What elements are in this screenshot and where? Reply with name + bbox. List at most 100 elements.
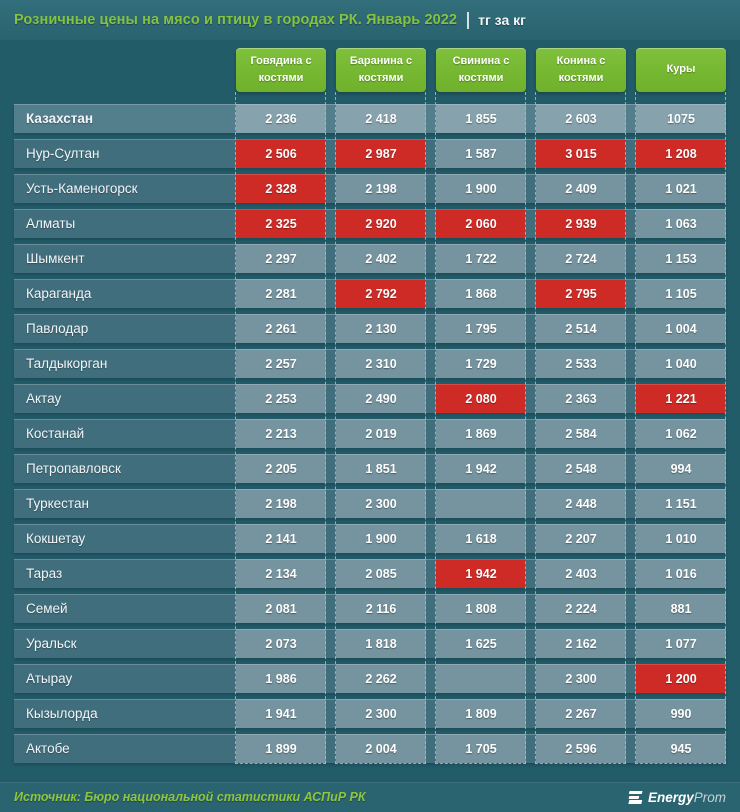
price-cell: 1 618 [436, 524, 526, 553]
price-cell: 2 257 [236, 349, 326, 378]
price-cell: 2 403 [536, 559, 626, 588]
price-cell-highlighted: 2 506 [236, 139, 326, 168]
price-cell: 1 077 [636, 629, 726, 658]
price-cell: 1 021 [636, 174, 726, 203]
price-cell: 2 448 [536, 489, 626, 518]
price-cell-highlighted: 2 939 [536, 209, 626, 238]
city-name-cell: Павлодар [26, 321, 89, 336]
table-row-16: Атырау 1 986 2 262 2 300 1 200 [14, 664, 726, 693]
column-dashed-border [425, 92, 426, 764]
source-text: Источник: Бюро национальной статистики А… [14, 790, 366, 804]
table-row-12: Кокшетау 2 141 1 900 1 618 2 207 1 010 [14, 524, 726, 553]
table-row-17: Кызылорда 1 941 2 300 1 809 2 267 990 [14, 699, 726, 728]
price-table: Говядина с костями Баранина с костями Свин… [14, 48, 726, 766]
column-bottom-dashed-border [335, 763, 426, 764]
table-row-1: Нур-Султан 2 506 2 987 1 587 3 015 1 208 [14, 139, 726, 168]
price-cell: 1 851 [336, 454, 426, 483]
table-row-2: Усть-Каменогорск 2 328 2 198 1 900 2 409 1 02… [14, 174, 726, 203]
price-cell: 2 253 [236, 384, 326, 413]
city-name-cell: Усть-Каменогорск [26, 181, 138, 196]
price-cell: 2 584 [536, 419, 626, 448]
price-cell: 1 063 [636, 209, 726, 238]
price-cell: 2 019 [336, 419, 426, 448]
price-cell: 2 130 [336, 314, 426, 343]
price-cell: 1 900 [336, 524, 426, 553]
footer-bar: Источник: Бюро национальной статистики А… [0, 782, 740, 812]
price-cell: 1 105 [636, 279, 726, 308]
price-cell: 2 073 [236, 629, 326, 658]
price-cell: 2 236 [236, 104, 326, 133]
price-cell-highlighted: 2 328 [236, 174, 326, 203]
price-cell: 881 [636, 594, 726, 623]
column-header-3: Конина с костями [536, 48, 626, 92]
title-unit-label: тг за кг [478, 12, 526, 28]
city-name-cell: Тараз [26, 566, 63, 581]
price-cell [436, 489, 526, 518]
column-bottom-dashed-border [535, 763, 626, 764]
column-dashed-border [325, 92, 326, 764]
column-bottom-dashed-border [235, 763, 326, 764]
price-cell: 1 722 [436, 244, 526, 273]
price-cell-highlighted: 2 792 [336, 279, 426, 308]
city-name-cell: Нур-Султан [26, 146, 100, 161]
price-cell: 1 151 [636, 489, 726, 518]
price-cell: 1 625 [436, 629, 526, 658]
table-row-8: Актау 2 253 2 490 2 080 2 363 1 221 [14, 384, 726, 413]
price-cell: 1 795 [436, 314, 526, 343]
column-bottom-dashed-border [635, 763, 726, 764]
price-cell: 2 116 [336, 594, 426, 623]
price-cell-highlighted: 2 795 [536, 279, 626, 308]
price-cell: 2 262 [336, 664, 426, 693]
city-name-cell: Актау [26, 391, 62, 406]
city-name-cell: Кызылорда [26, 706, 98, 721]
column-dashed-border [435, 92, 436, 764]
table-row-13: Тараз 2 134 2 085 1 942 2 403 1 016 [14, 559, 726, 588]
city-name-cell: Шымкент [26, 251, 85, 266]
price-cell: 1 153 [636, 244, 726, 273]
column-bottom-dashed-border [435, 763, 526, 764]
price-cell: 2 402 [336, 244, 426, 273]
price-cell: 2 261 [236, 314, 326, 343]
page-title: Розничные цены на мясо и птицу в городах… [14, 12, 458, 28]
column-dashed-border [235, 92, 236, 764]
price-cell: 1 587 [436, 139, 526, 168]
price-cell: 2 490 [336, 384, 426, 413]
price-cell: 2 596 [536, 734, 626, 763]
price-cell: 2 310 [336, 349, 426, 378]
price-cell: 945 [636, 734, 726, 763]
column-header-0: Говядина с костями [236, 48, 326, 92]
table-row-9: Костанай 2 213 2 019 1 869 2 584 1 062 [14, 419, 726, 448]
price-cell: 2 300 [336, 489, 426, 518]
energyprom-icon [626, 790, 644, 804]
table-row-7: Талдыкорган 2 257 2 310 1 729 2 533 1 040 [14, 349, 726, 378]
price-cell: 1 016 [636, 559, 726, 588]
price-cell [436, 664, 526, 693]
price-cell: 1 941 [236, 699, 326, 728]
city-name-cell: Атырау [26, 671, 73, 686]
table-row-11: Туркестан 2 198 2 300 2 448 1 151 [14, 489, 726, 518]
table-rows: Казахстан 2 236 2 418 1 855 2 603 1075 Нур-Сул… [14, 104, 726, 763]
header-spacer [14, 48, 226, 92]
price-cell-highlighted: 2 060 [436, 209, 526, 238]
column-dashed-border [725, 92, 726, 764]
price-cell-highlighted: 3 015 [536, 139, 626, 168]
price-cell: 1 942 [436, 454, 526, 483]
price-cell: 2 205 [236, 454, 326, 483]
city-name-cell: Петропавловск [26, 461, 121, 476]
price-cell: 2 224 [536, 594, 626, 623]
price-cell-highlighted: 1 208 [636, 139, 726, 168]
price-cell: 2 533 [536, 349, 626, 378]
table-row-14: Семей 2 081 2 116 1 808 2 224 881 [14, 594, 726, 623]
price-cell: 2 409 [536, 174, 626, 203]
price-cell: 2 724 [536, 244, 626, 273]
table-row-4: Шымкент 2 297 2 402 1 722 2 724 1 153 [14, 244, 726, 273]
price-cell: 2 198 [336, 174, 426, 203]
energyprom-logo: EnergyProm [628, 790, 726, 805]
price-cell: 1 818 [336, 629, 426, 658]
price-cell: 1075 [636, 104, 726, 133]
price-cell-highlighted: 1 942 [436, 559, 526, 588]
price-cell: 2 081 [236, 594, 326, 623]
price-cell: 994 [636, 454, 726, 483]
logo-light-part: Prom [693, 789, 726, 805]
column-header-2: Свинина с костями [436, 48, 526, 92]
